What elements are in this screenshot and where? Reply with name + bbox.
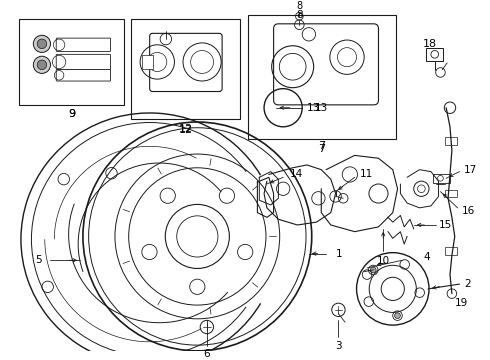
Text: 11: 11 xyxy=(359,170,373,180)
Circle shape xyxy=(33,35,50,53)
FancyBboxPatch shape xyxy=(273,24,378,105)
Text: 5: 5 xyxy=(35,255,42,265)
Text: 7: 7 xyxy=(318,144,325,154)
Text: 6: 6 xyxy=(203,349,210,359)
Text: 1: 1 xyxy=(336,249,342,258)
Text: 7: 7 xyxy=(318,141,325,151)
FancyBboxPatch shape xyxy=(445,190,457,197)
Text: 9: 9 xyxy=(68,109,75,120)
FancyBboxPatch shape xyxy=(445,137,457,145)
FancyBboxPatch shape xyxy=(445,247,457,255)
FancyBboxPatch shape xyxy=(19,19,124,105)
Text: 19: 19 xyxy=(455,298,468,308)
Text: 18: 18 xyxy=(423,39,438,49)
Text: 4: 4 xyxy=(423,252,430,262)
Text: 9: 9 xyxy=(68,109,75,120)
Circle shape xyxy=(37,60,47,69)
FancyBboxPatch shape xyxy=(149,33,222,91)
Text: 13: 13 xyxy=(307,103,320,113)
Text: 2: 2 xyxy=(465,279,471,289)
FancyBboxPatch shape xyxy=(56,38,111,51)
Text: 15: 15 xyxy=(439,220,452,230)
Text: 3: 3 xyxy=(335,341,342,351)
Text: 12: 12 xyxy=(179,125,193,135)
FancyBboxPatch shape xyxy=(426,48,443,61)
FancyBboxPatch shape xyxy=(142,55,153,69)
Text: 12: 12 xyxy=(179,124,193,134)
FancyBboxPatch shape xyxy=(248,15,395,139)
FancyBboxPatch shape xyxy=(56,69,111,81)
Text: 8: 8 xyxy=(296,9,303,19)
Text: 10: 10 xyxy=(377,256,390,266)
Text: 16: 16 xyxy=(462,206,475,216)
Text: 8: 8 xyxy=(296,1,302,12)
Text: 17: 17 xyxy=(464,165,477,175)
Text: 14: 14 xyxy=(290,170,303,180)
FancyBboxPatch shape xyxy=(131,19,240,119)
Circle shape xyxy=(37,39,47,49)
Circle shape xyxy=(394,313,400,319)
FancyBboxPatch shape xyxy=(433,174,450,183)
Circle shape xyxy=(33,56,50,73)
Text: 13: 13 xyxy=(315,103,328,113)
Circle shape xyxy=(370,267,376,273)
FancyBboxPatch shape xyxy=(56,54,111,69)
